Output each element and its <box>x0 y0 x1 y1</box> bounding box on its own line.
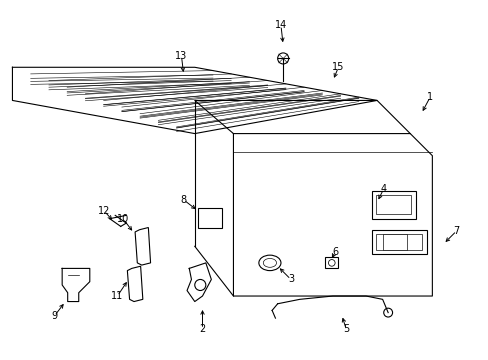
Text: 12: 12 <box>98 206 110 216</box>
Text: 10: 10 <box>117 214 129 224</box>
Bar <box>325 257 338 269</box>
Text: 15: 15 <box>331 62 344 72</box>
Text: 1: 1 <box>426 92 432 102</box>
Bar <box>375 195 410 214</box>
Text: 4: 4 <box>380 184 386 194</box>
Text: 7: 7 <box>452 226 459 236</box>
Text: 9: 9 <box>51 311 58 321</box>
Text: 13: 13 <box>175 51 187 61</box>
Bar <box>375 234 422 249</box>
Text: 8: 8 <box>180 195 186 205</box>
Text: 6: 6 <box>331 247 338 257</box>
Bar <box>198 208 222 228</box>
Text: 11: 11 <box>111 291 123 301</box>
Text: 5: 5 <box>343 324 348 334</box>
Text: 3: 3 <box>287 274 293 284</box>
Text: 2: 2 <box>199 324 205 334</box>
Bar <box>371 230 426 254</box>
Bar <box>371 191 415 219</box>
Bar <box>382 234 406 249</box>
Text: 14: 14 <box>274 20 286 30</box>
